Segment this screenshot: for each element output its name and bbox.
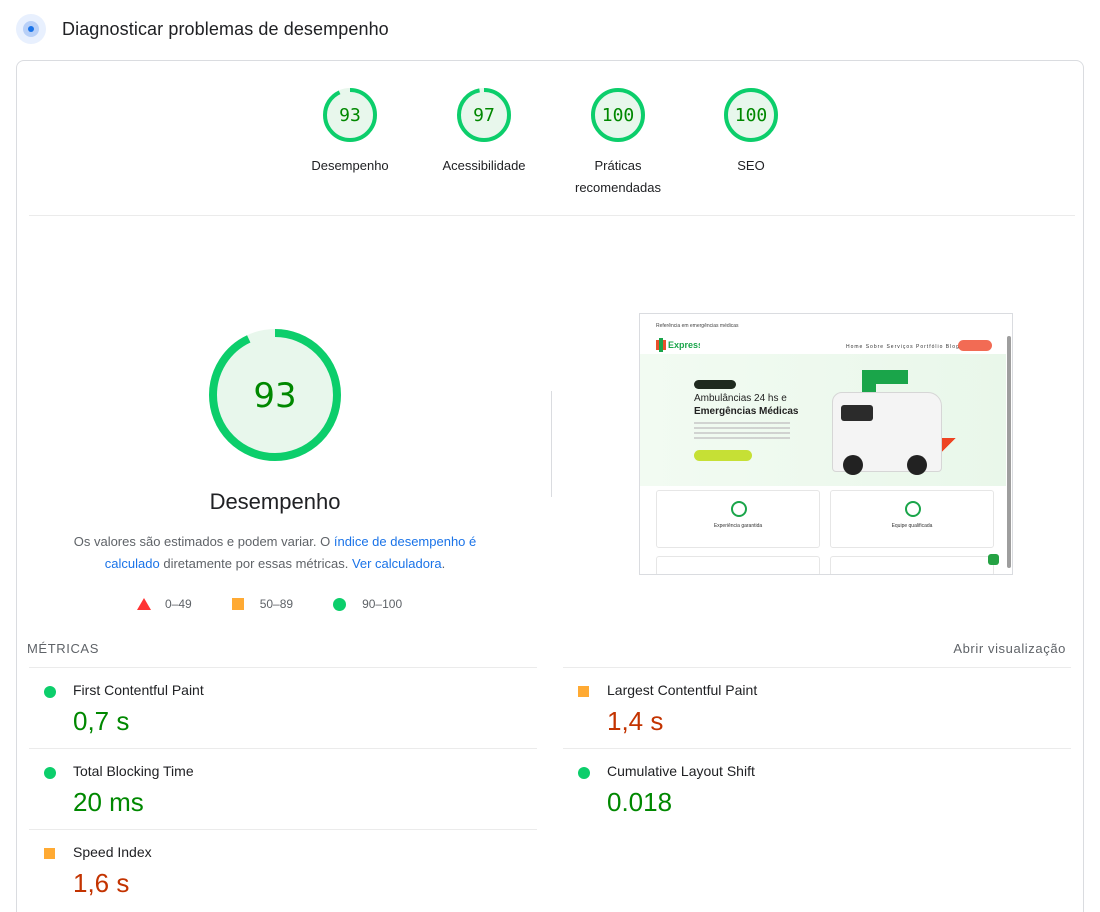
desc-text-1: Os valores são estimados e podem variar.… <box>73 534 334 549</box>
screenshot-card: Experiência garantida <box>656 490 820 548</box>
headline-line1: Ambulâncias 24 hs e <box>694 393 787 404</box>
gauge-score: 100 <box>602 105 635 126</box>
screenshot-paragraph <box>694 422 790 440</box>
screenshot-headline: Ambulâncias 24 hs e Emergências Médicas <box>694 392 799 418</box>
screenshot-scrollbar <box>1007 336 1011 568</box>
gauge-best-practices[interactable]: 100 Práticas recomendadas <box>563 87 673 199</box>
desc-text-end: . <box>441 556 446 571</box>
square-icon <box>231 598 244 610</box>
gauge-seo[interactable]: 100 SEO <box>696 87 806 177</box>
svg-text:Express: Express <box>668 340 700 350</box>
gauge-score: 100 <box>735 105 768 126</box>
legend-pass: 90–100 <box>333 597 402 611</box>
screenshot-card: Equipe qualificada <box>830 490 994 548</box>
performance-title: Desempenho <box>209 489 341 514</box>
circle-icon <box>333 597 347 611</box>
gauge-ring: 100 <box>591 88 645 142</box>
metric-lcp: Largest Contentful Paint 1,4 s <box>563 667 1071 748</box>
average-square-icon <box>578 686 589 697</box>
pass-circle-icon <box>44 686 56 698</box>
gauge-score: 97 <box>473 105 495 126</box>
score-legend: 0–49 50–89 90–100 <box>137 597 402 611</box>
ambulance-wheel <box>907 455 927 475</box>
gauge-performance[interactable]: 93 Desempenho <box>295 87 405 177</box>
metric-value: 0,7 s <box>73 706 130 736</box>
screenshot-contact-button <box>958 340 992 351</box>
metric-name: First Contentful Paint <box>73 682 204 698</box>
pass-circle-icon <box>578 767 590 779</box>
metric-value: 1,4 s <box>607 706 664 736</box>
screenshot-card <box>656 556 820 574</box>
gauge-label: SEO <box>737 158 765 173</box>
team-icon <box>905 501 921 517</box>
expand-view-toggle[interactable]: Abrir visualização <box>953 641 1066 656</box>
metric-name: Speed Index <box>73 844 152 860</box>
gauge-label-line1: Práticas <box>594 158 642 173</box>
score-calculated-link[interactable]: índice de desempenho é calculado <box>104 534 477 571</box>
metric-fcp: First Contentful Paint 0,7 s <box>29 667 537 748</box>
metrics-heading: MÉTRICAS <box>27 641 99 656</box>
ambulance-image <box>832 392 942 475</box>
card-title: Equipe qualificada <box>891 523 933 529</box>
report-card: 93 Desempenho 97 Acessibilidade 100 Prát… <box>16 60 1084 912</box>
metric-value: 20 ms <box>73 787 144 817</box>
headline-line2: Emergências Médicas <box>694 406 799 417</box>
performance-score: 93 <box>253 376 296 416</box>
vertical-divider <box>551 391 552 497</box>
pagespeed-icon <box>16 14 46 44</box>
gauge-label-line2: recomendadas <box>575 180 661 195</box>
metric-cls: Cumulative Layout Shift 0.018 <box>563 748 1071 829</box>
metric-value: 1,6 s <box>73 868 130 898</box>
gauge-label: Acessibilidade <box>442 158 526 173</box>
screenshot-badge <box>694 380 736 389</box>
metric-name: Cumulative Layout Shift <box>607 763 755 779</box>
section-divider <box>29 215 1075 216</box>
gauge-score: 93 <box>339 105 361 126</box>
legend-range: 0–49 <box>165 597 192 611</box>
gauge-ring: 97 <box>457 88 511 142</box>
ambulance-wheel <box>843 455 863 475</box>
legend-range: 50–89 <box>259 597 294 611</box>
metric-name: Total Blocking Time <box>73 763 194 779</box>
screenshot-nav: Home Sobre Serviços Portfólio Blog <box>846 344 960 350</box>
gauge-ring: 93 <box>323 88 377 142</box>
screenshot-topbar: Referência em emergências médicas <box>656 323 739 329</box>
ambulance-window <box>841 405 873 421</box>
average-square-icon <box>44 848 55 859</box>
express-logo-icon: Express <box>656 338 700 352</box>
performance-description: Os valores são estimados e podem variar.… <box>57 531 493 575</box>
card-title: Experiência garantida <box>713 523 763 529</box>
whatsapp-icon <box>988 554 999 565</box>
final-screenshot: Referência em emergências médicas Expres… <box>639 313 1013 575</box>
metric-value: 0.018 <box>607 787 673 817</box>
metric-tbt: Total Blocking Time 20 ms <box>29 748 537 829</box>
gauge-label: Práticas recomendadas <box>563 155 673 199</box>
gauge-ring: 100 <box>724 88 778 142</box>
performance-gauge: 93 <box>209 329 341 461</box>
legend-range: 90–100 <box>362 597 403 611</box>
triangle-icon <box>137 598 151 610</box>
calculator-link[interactable]: Ver calculadora <box>351 556 442 571</box>
screenshot-cta <box>694 450 752 461</box>
screenshot-card <box>830 556 994 574</box>
legend-fail: 0–49 <box>137 597 192 611</box>
pass-circle-icon <box>44 767 56 779</box>
metric-si: Speed Index 1,6 s <box>29 829 537 910</box>
screenshot-decor <box>876 370 908 384</box>
desc-text-2: diretamente por essas métricas. <box>159 556 352 571</box>
metric-name: Largest Contentful Paint <box>607 682 758 698</box>
legend-average: 50–89 <box>231 597 294 611</box>
award-icon <box>731 501 747 517</box>
gauge-label: Desempenho <box>311 158 389 173</box>
page-header: Diagnosticar problemas de desempenho <box>16 14 389 44</box>
page-title: Diagnosticar problemas de desempenho <box>62 18 389 39</box>
gauge-accessibility[interactable]: 97 Acessibilidade <box>429 87 539 177</box>
